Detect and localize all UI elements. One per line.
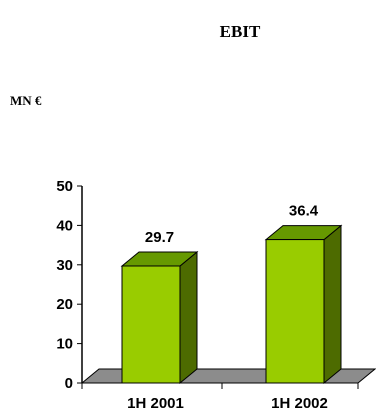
bar-side	[179, 250, 198, 385]
y-tick-label: 40	[56, 217, 73, 234]
category-label: 1H 2001	[127, 395, 184, 412]
bars	[120, 224, 343, 385]
data-labels: 29.7 36.4	[145, 203, 319, 246]
bar-1	[120, 250, 199, 385]
bar-front	[265, 239, 325, 384]
y-axis-unit-label: MN €	[10, 93, 42, 108]
data-label: 36.4	[289, 203, 319, 220]
category-label: 1H 2002	[271, 395, 328, 412]
bar-front	[121, 265, 181, 384]
bar-2	[264, 224, 343, 385]
y-tick-label: 0	[65, 375, 73, 392]
bar-side	[323, 224, 342, 385]
y-tick-label: 30	[56, 257, 73, 274]
y-tick-label: 20	[56, 296, 73, 313]
data-label: 29.7	[145, 229, 174, 246]
y-tick-label: 10	[56, 336, 73, 353]
y-axis: 0 10 20 30 40 50	[56, 178, 83, 392]
chart-title: EBIT	[220, 22, 261, 41]
y-tick-label: 50	[56, 178, 73, 195]
category-labels: 1H 2001 1H 2002	[127, 395, 328, 412]
